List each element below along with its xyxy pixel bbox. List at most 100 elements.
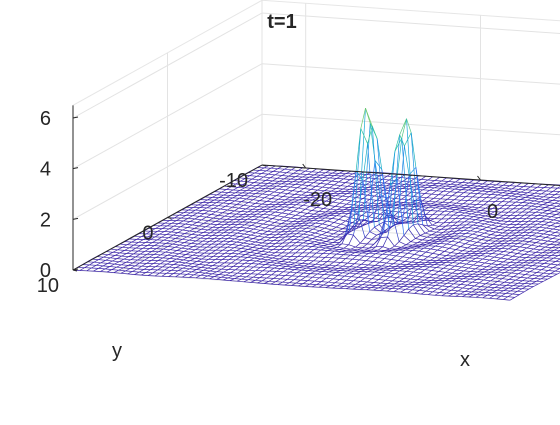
mesh-segment [277, 178, 284, 179]
mesh-segment [420, 197, 427, 198]
mesh-segment [287, 276, 292, 279]
mesh-segment [112, 261, 119, 262]
mesh-segment [146, 270, 151, 273]
mesh-segment [165, 261, 172, 262]
mesh-segment [106, 258, 111, 261]
mesh-segment [170, 256, 175, 258]
mesh-segment [430, 221, 437, 223]
mesh-segment [374, 280, 379, 283]
mesh-segment [537, 231, 542, 234]
mesh-segment [369, 283, 374, 286]
mesh-segment [470, 211, 477, 212]
mesh-segment [499, 215, 504, 218]
mesh-segment [330, 283, 335, 286]
mesh-segment [186, 252, 191, 254]
mesh-segment [157, 249, 164, 250]
mesh-segment [348, 263, 355, 264]
mesh-segment [383, 247, 390, 249]
mesh-segment [549, 222, 556, 223]
mesh-segment [252, 186, 257, 189]
mesh-segment [302, 175, 307, 178]
mesh-segment [229, 257, 234, 260]
mesh-segment [349, 245, 356, 247]
mesh-segment [550, 203, 555, 205]
mesh-segment [430, 229, 435, 231]
mesh-segment [463, 240, 470, 241]
mesh-segment [281, 276, 286, 279]
mesh-segment [326, 240, 331, 242]
mesh-segment [438, 247, 443, 250]
mesh-segment [311, 223, 316, 226]
mesh-segment [240, 227, 247, 228]
mesh-segment [433, 250, 438, 253]
mesh-segment [539, 234, 544, 237]
mesh-segment [101, 260, 106, 263]
mesh-segment [508, 256, 513, 259]
mesh-segment [370, 275, 377, 276]
mesh-segment [490, 260, 497, 261]
mesh-segment [420, 194, 425, 198]
mesh-segment [191, 243, 198, 244]
mesh-segment [312, 169, 317, 172]
mesh-segment [189, 247, 194, 249]
mesh-segment [548, 229, 553, 231]
mesh-segment [132, 269, 137, 272]
mesh-segment [315, 281, 322, 282]
mesh-segment [242, 267, 247, 270]
mesh-segment [435, 255, 440, 258]
mesh-segment [497, 251, 504, 252]
mesh-segment [338, 276, 345, 277]
mesh-segment [192, 264, 199, 265]
mesh-segment [230, 214, 237, 215]
mesh-segment [523, 193, 528, 195]
mesh-segment [304, 264, 309, 266]
mesh-segment [157, 237, 162, 240]
mesh-segment [403, 257, 410, 258]
mesh-segment [246, 244, 251, 246]
mesh-segment [425, 233, 432, 235]
mesh-segment [108, 263, 115, 264]
mesh-segment [328, 251, 335, 252]
mesh-segment [531, 212, 536, 215]
mesh-segment [537, 196, 544, 197]
mesh-segment [421, 179, 428, 180]
mesh-segment [472, 214, 479, 215]
mesh-segment [301, 240, 308, 241]
mesh-segment [525, 244, 532, 245]
mesh-segment [297, 265, 304, 266]
mesh-segment [456, 247, 461, 250]
mesh-segment [499, 205, 504, 208]
mesh-segment [203, 270, 210, 271]
mesh-segment [324, 275, 331, 276]
mesh-segment [453, 254, 458, 257]
mesh-segment [482, 198, 487, 202]
mesh-segment [439, 195, 446, 196]
mesh-segment [335, 280, 340, 283]
mesh-segment [473, 223, 478, 225]
mesh-segment [491, 270, 496, 272]
mesh-segment [451, 182, 456, 184]
mesh-segment [159, 243, 166, 244]
mesh-segment [240, 274, 245, 277]
mesh-segment [178, 239, 183, 241]
mesh-segment [294, 208, 299, 211]
mesh-segment [210, 230, 215, 233]
mesh-segment [341, 263, 348, 264]
mesh-segment [493, 272, 498, 275]
mesh-segment [341, 221, 346, 224]
mesh-segment [367, 203, 372, 205]
mesh-segment [235, 267, 240, 270]
mesh-segment [255, 278, 260, 281]
mesh-segment [388, 198, 395, 199]
mesh-segment [522, 218, 527, 221]
mesh-segment [188, 228, 195, 229]
mesh-segment [492, 254, 499, 255]
mesh-segment [160, 261, 165, 264]
mesh-segment [369, 178, 376, 179]
mesh-segment [535, 227, 540, 230]
mesh-segment [259, 248, 266, 249]
mesh-segment [527, 236, 532, 239]
mesh-segment [407, 262, 412, 265]
mesh-segment [512, 194, 517, 196]
mesh-segment [492, 261, 497, 264]
